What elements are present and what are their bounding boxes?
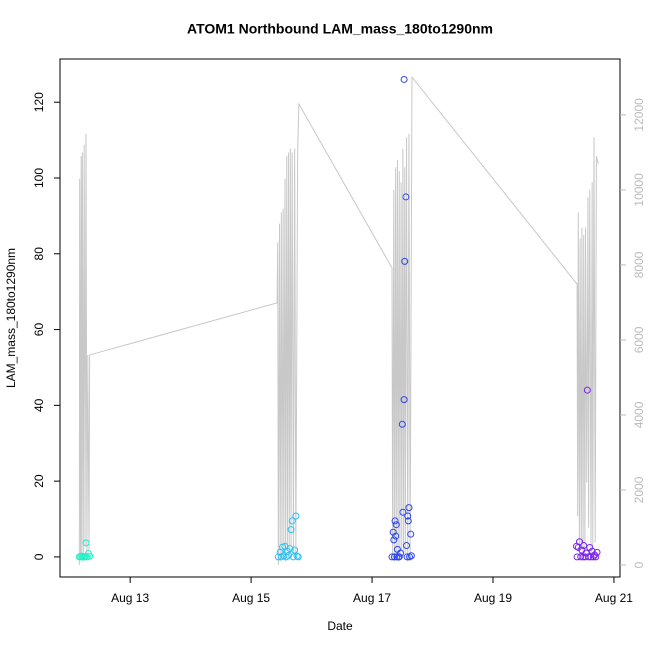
point (292, 512, 300, 520)
point (294, 553, 302, 561)
y-tick-label: 60 (32, 323, 46, 337)
point (589, 553, 597, 561)
point (585, 553, 593, 561)
point (399, 508, 407, 516)
point (403, 553, 411, 561)
y2-tick-label: 8000 (632, 251, 646, 278)
point (82, 539, 90, 547)
x-tick-label: Aug 17 (353, 591, 391, 605)
y-tick-label: 80 (32, 247, 46, 261)
point (404, 517, 412, 525)
point (407, 530, 415, 538)
point (389, 528, 397, 536)
line (78, 75, 599, 565)
point (86, 552, 94, 560)
point (402, 193, 410, 201)
point (582, 549, 590, 557)
y-tick-label: 0 (32, 553, 46, 560)
point (401, 257, 409, 265)
point (580, 542, 588, 550)
y-tick-label: 40 (32, 398, 46, 412)
y2-tick-label: 4000 (632, 401, 646, 428)
y2-tick-label: 10000 (632, 173, 646, 207)
y2-tick-label: 12000 (632, 98, 646, 132)
point (400, 75, 408, 83)
point (289, 553, 297, 561)
point (390, 553, 398, 561)
point (405, 504, 413, 512)
point (406, 553, 414, 561)
point (404, 512, 412, 520)
point (286, 545, 294, 553)
point (391, 517, 399, 525)
point (388, 553, 396, 561)
plot-frame (59, 58, 621, 578)
y2-tick-label: 6000 (632, 326, 646, 353)
x-tick-label: Aug 15 (232, 591, 270, 605)
point (583, 386, 591, 394)
point (403, 542, 411, 550)
x-tick-label: Aug 13 (111, 591, 149, 605)
point (398, 420, 406, 428)
y-tick-label: 20 (32, 474, 46, 488)
point (395, 553, 403, 561)
point (400, 396, 408, 404)
point (586, 543, 594, 551)
point (575, 538, 583, 546)
point (77, 553, 85, 561)
point (577, 553, 585, 561)
point (592, 553, 600, 561)
point (392, 532, 400, 540)
point (291, 546, 299, 554)
x-axis-label: Date (327, 619, 353, 633)
point (407, 552, 415, 560)
x-tick-label: Aug 19 (474, 591, 512, 605)
y-tick-label: 100 (32, 168, 46, 188)
point (393, 553, 401, 561)
y2-tick-label: 2000 (632, 476, 646, 503)
point (293, 552, 301, 560)
point (396, 549, 404, 557)
x-tick-label: Aug 21 (595, 591, 633, 605)
y-tick-label: 120 (32, 92, 46, 112)
point (390, 536, 398, 544)
point (593, 548, 601, 556)
point (392, 521, 400, 529)
point (285, 551, 293, 559)
point (287, 526, 295, 534)
chart-title: ATOM1 Northbound LAM_mass_180to1290nm (187, 21, 493, 37)
y2-tick-label: 0 (632, 561, 646, 568)
point (288, 517, 296, 525)
y-axis-label: LAM_mass_180to1290nm (4, 248, 18, 388)
